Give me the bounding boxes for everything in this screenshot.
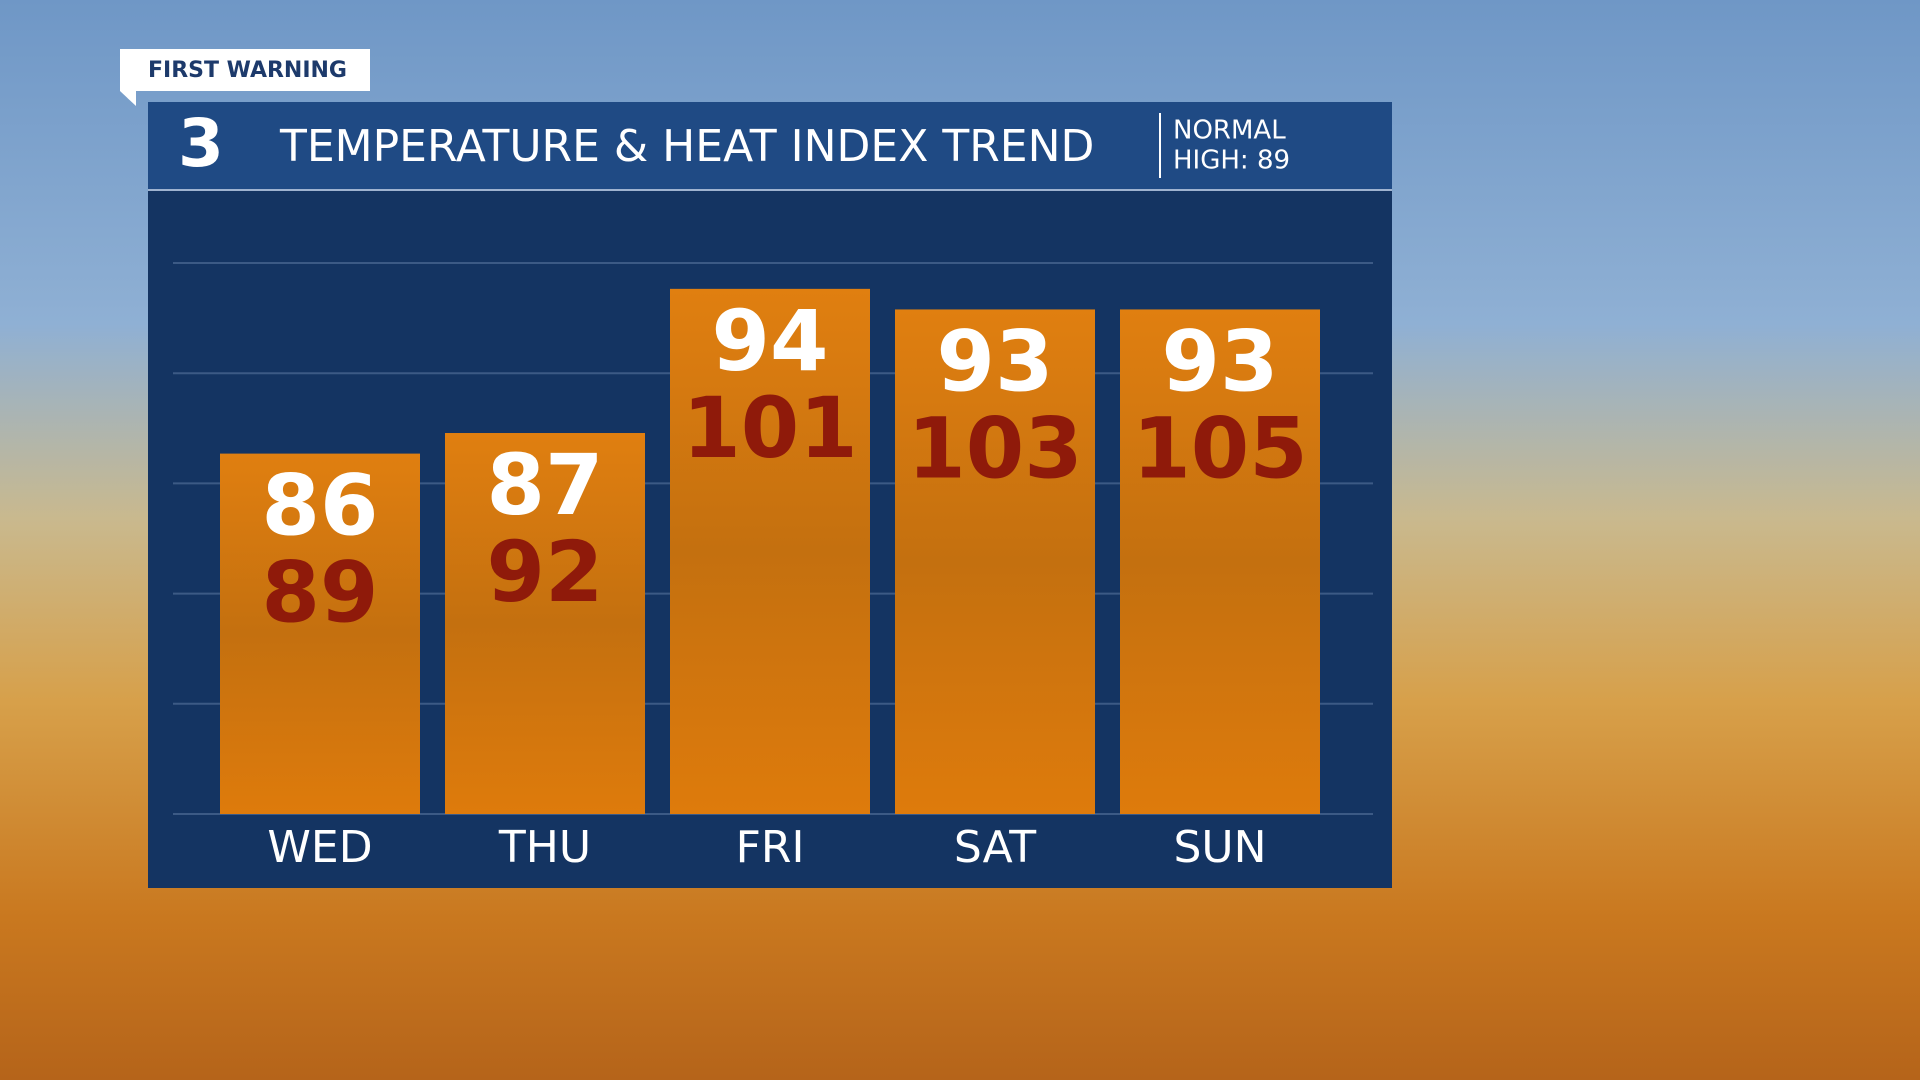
temp-label: 87 [487, 436, 604, 534]
heat-index-label: 105 [1132, 399, 1307, 497]
badge-box [120, 49, 370, 91]
note-line: HIGH: 89 [1173, 146, 1290, 176]
x-tick-label: FRI [736, 822, 805, 873]
bar [670, 288, 870, 815]
heat-index-label: 89 [262, 544, 379, 642]
bar [445, 433, 645, 814]
x-tick-label: THU [498, 822, 591, 873]
badge-tail [120, 91, 136, 106]
note-line: NORMAL [1173, 116, 1286, 146]
chart-title: TEMPERATURE & HEAT INDEX TREND [279, 121, 1094, 172]
temp-label: 94 [712, 292, 829, 390]
heat-index-label: 92 [487, 523, 604, 621]
temp-label: 93 [1162, 312, 1279, 410]
badge: FIRST WARNING [148, 58, 347, 83]
bar [895, 309, 1095, 814]
x-tick-label: SAT [954, 822, 1036, 873]
bar [1120, 309, 1320, 814]
logo: 3 [178, 105, 224, 182]
bar [220, 453, 420, 814]
x-tick-label: SUN [1173, 822, 1266, 873]
heat-index-label: 101 [682, 379, 857, 477]
temp-label: 86 [262, 457, 379, 555]
temp-label: 93 [937, 312, 1054, 410]
header [148, 102, 1392, 190]
x-tick-label: WED [267, 822, 372, 873]
heat-index-label: 103 [907, 399, 1082, 497]
